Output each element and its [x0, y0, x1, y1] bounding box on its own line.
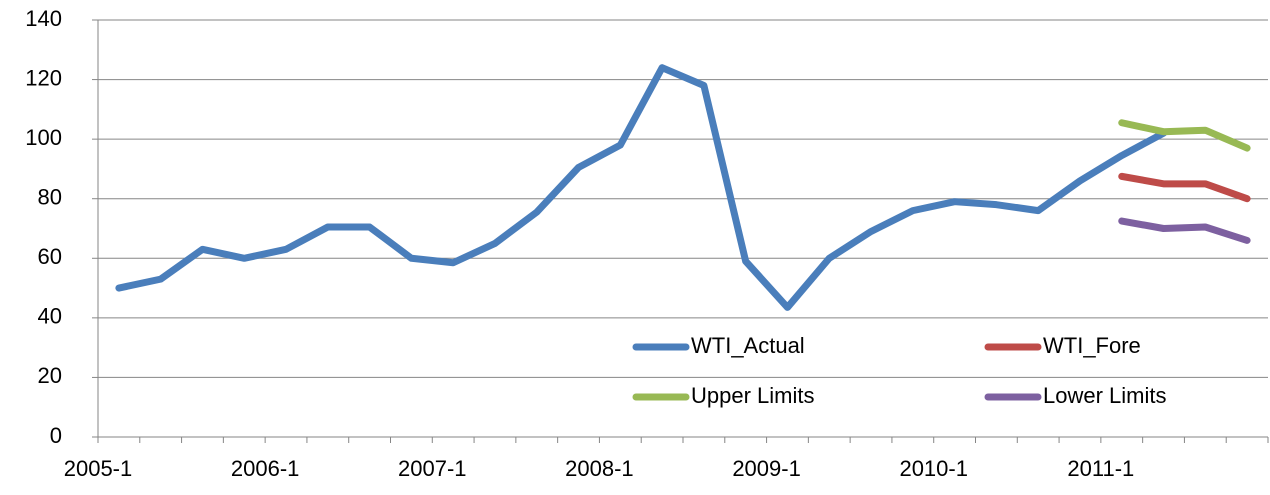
- series-line: [1118, 172, 1251, 203]
- legend-label: Lower Limits: [1043, 383, 1166, 408]
- y-tick-label: 140: [25, 6, 62, 31]
- x-tick-label: 2005-1: [64, 456, 133, 481]
- y-tick-label: 80: [38, 185, 62, 210]
- x-tick-label: 2011-1: [1067, 456, 1134, 481]
- series-line: [1118, 119, 1251, 152]
- series-line: [1118, 217, 1251, 244]
- x-tick-label: 2010-1: [899, 456, 968, 481]
- x-tick-label: 2008-1: [565, 456, 634, 481]
- x-tick-label: 2007-1: [398, 456, 467, 481]
- series-line: [115, 64, 1168, 311]
- y-tick-label: 20: [38, 363, 62, 388]
- y-tick-label: 40: [38, 304, 62, 329]
- legend-label: Upper Limits: [691, 383, 814, 408]
- x-tick-label: 2006-1: [231, 456, 300, 481]
- legend-label: WTI_Fore: [1043, 333, 1141, 358]
- y-tick-label: 100: [25, 125, 62, 150]
- y-tick-label: 120: [25, 65, 62, 90]
- y-tick-label: 0: [50, 423, 62, 448]
- x-tick-label: 2009-1: [732, 456, 801, 481]
- legend-label: WTI_Actual: [691, 333, 805, 358]
- y-tick-label: 60: [38, 244, 62, 269]
